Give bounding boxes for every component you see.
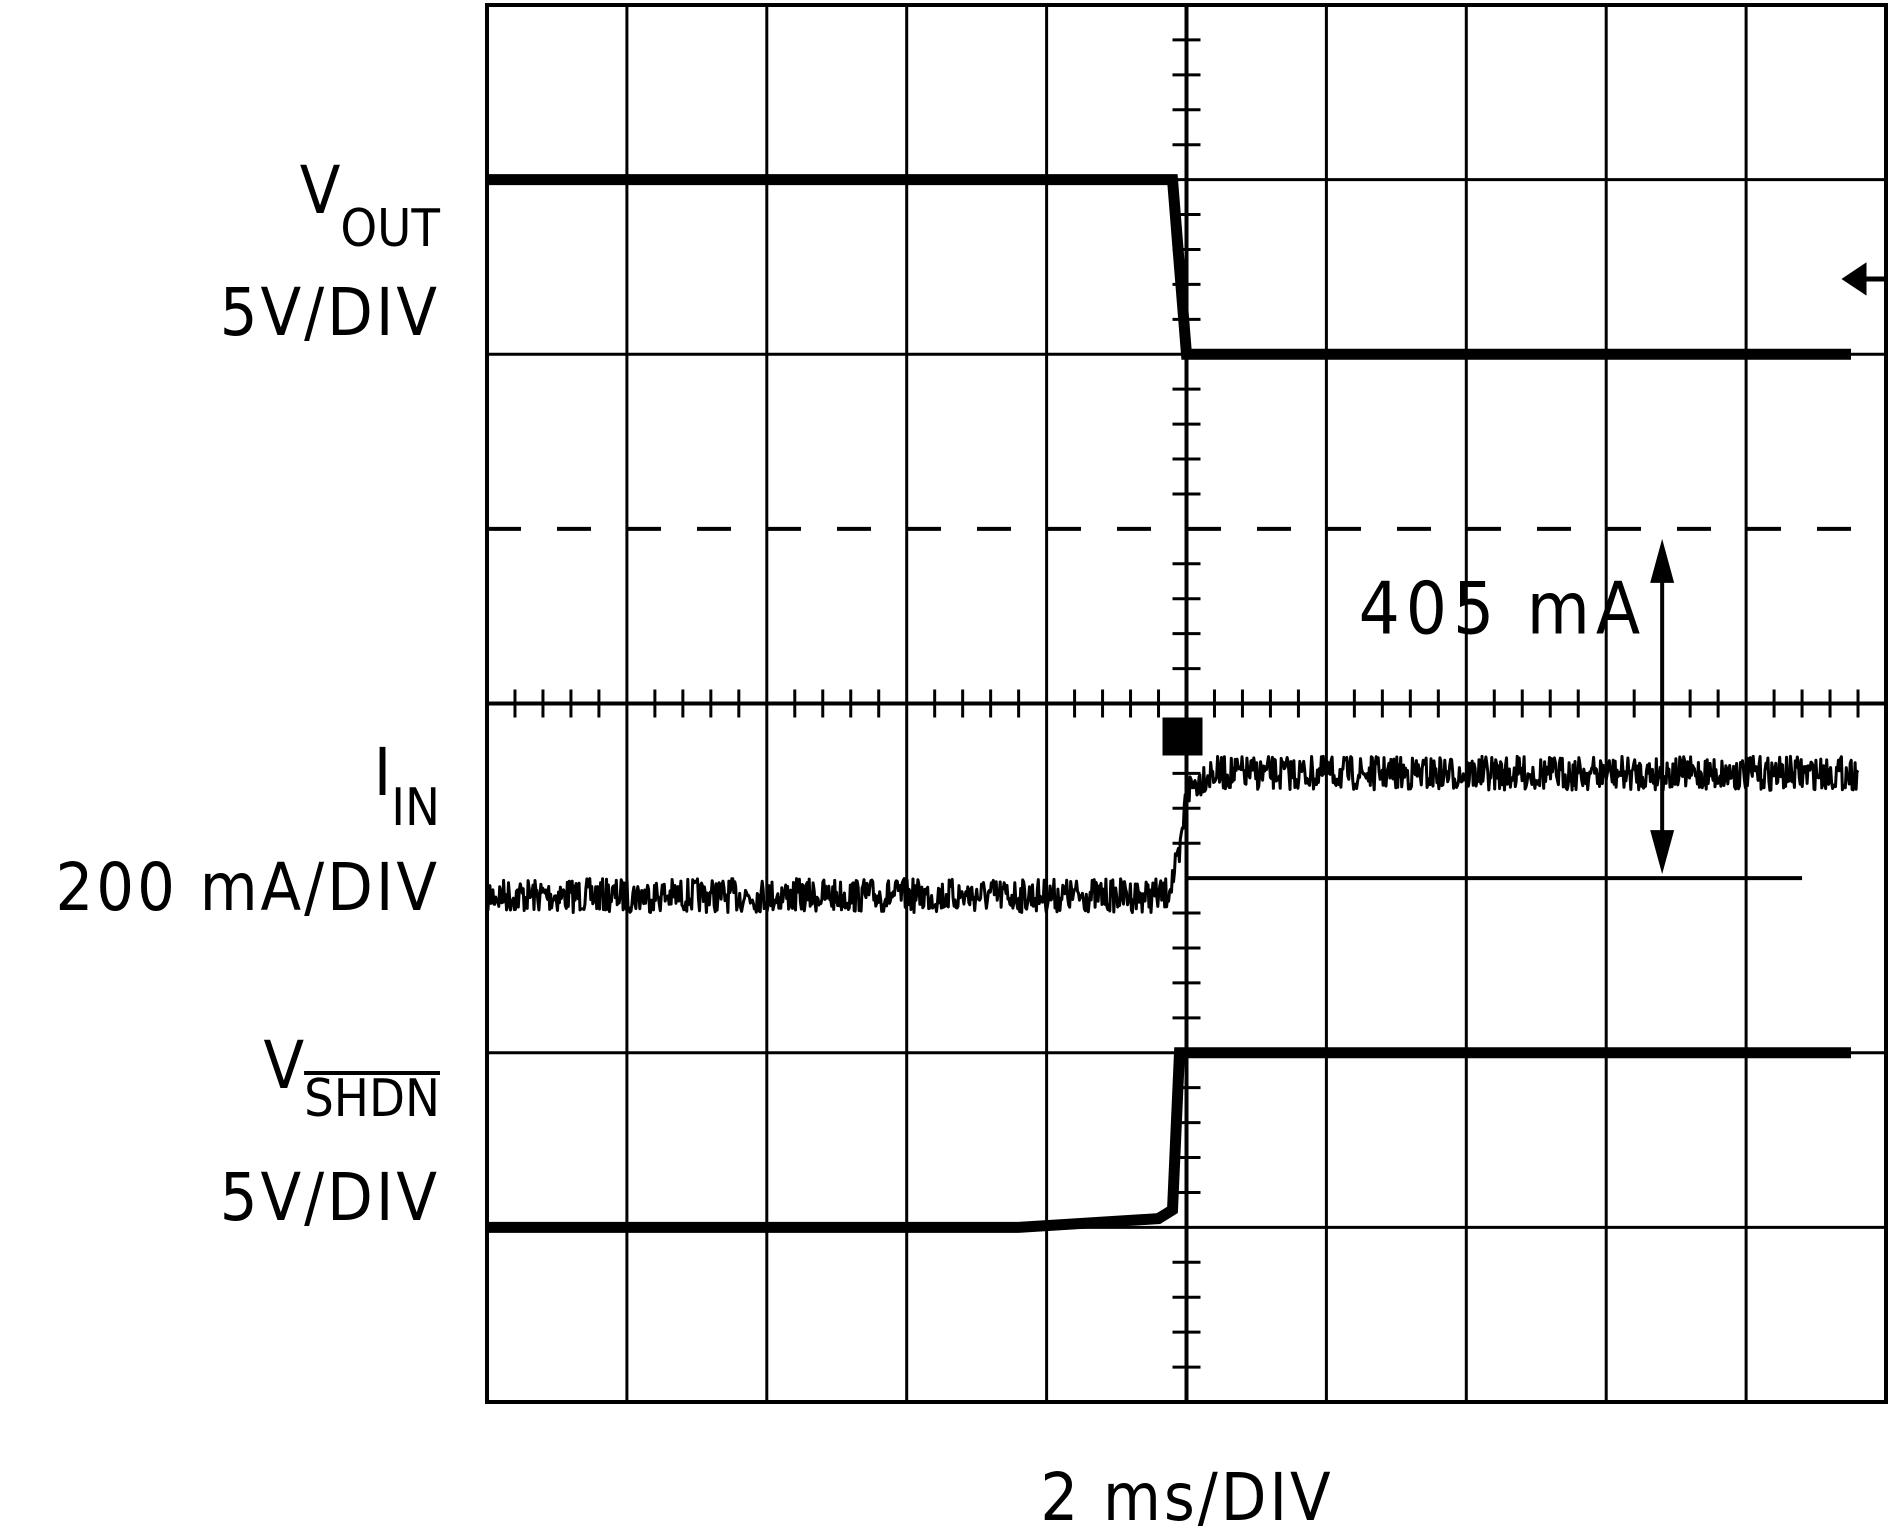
current-step-label: 405 mA <box>1359 567 1647 651</box>
iin-scale: 200 mA/DIV <box>56 849 440 926</box>
trace-vshdn <box>487 1047 1851 1233</box>
channel-label-iin: IIN 200 mA/DIV <box>56 734 440 926</box>
trigger-marker <box>1162 717 1203 756</box>
reference-lines <box>487 526 1886 881</box>
svg-text:VSHDN: VSHDN <box>263 1027 440 1129</box>
svg-text:VOUT: VOUT <box>300 152 441 259</box>
vshdn-symbol: V <box>263 1027 304 1104</box>
vshdn-scale: 5V/DIV <box>220 1159 440 1236</box>
channel-label-vout: VOUT 5V/DIV <box>220 152 441 351</box>
ground-level-pointer <box>1841 262 1888 296</box>
iin-subscript: IN <box>391 778 440 838</box>
vout-scale: 5V/DIV <box>220 274 440 351</box>
iin-symbol: I <box>374 734 392 811</box>
waveform-traces <box>485 174 1888 1233</box>
annotation-arrowhead-down <box>1650 830 1675 875</box>
svg-text:IIN: IIN <box>374 734 440 838</box>
vshdn-subscript: SHDN <box>304 1069 440 1129</box>
trace-iin <box>485 754 1860 914</box>
vout-symbol: V <box>300 152 341 229</box>
trace-vout <box>487 174 1851 360</box>
x-axis-label: 2 ms/DIV <box>1040 1459 1333 1536</box>
vout-subscript: OUT <box>340 199 440 259</box>
channel-label-vshdn: VSHDN 5V/DIV <box>220 1027 440 1236</box>
annotation-arrowhead-up <box>1650 538 1675 583</box>
measurement-annotation: 405 mA <box>1359 538 1675 875</box>
